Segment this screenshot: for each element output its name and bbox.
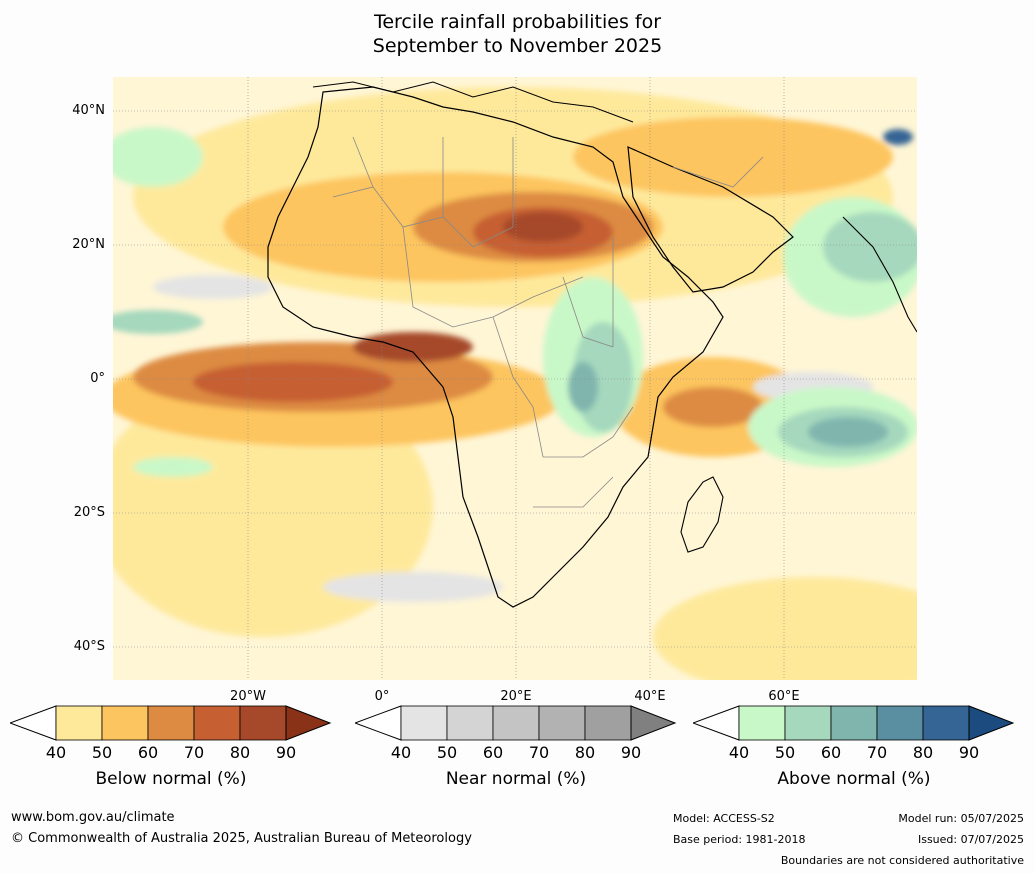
above-tick-80: 80 <box>912 743 934 762</box>
boundaries-disclaimer: Boundaries are not considered authoritat… <box>780 854 1024 867</box>
colorbar-near <box>355 705 677 741</box>
colorbar-below <box>10 705 332 741</box>
near-tick-80: 80 <box>574 743 596 762</box>
issued-date: Issued: 07/07/2025 <box>917 833 1024 846</box>
country-borders <box>332 136 764 508</box>
title-line-2: September to November 2025 <box>372 35 663 57</box>
below-tick-40: 40 <box>45 743 67 762</box>
title-line-1: Tercile rainfall probabilities for <box>373 11 662 33</box>
model-name: Model: ACCESS-S2 <box>673 812 775 825</box>
lat-label-40n: 40°N <box>72 103 105 118</box>
lon-label-20e: 20°E <box>500 689 532 704</box>
madagascar-coastline <box>680 476 724 553</box>
below-tick-90: 90 <box>275 743 297 762</box>
india-coastline <box>842 216 917 333</box>
above-tick-90: 90 <box>958 743 980 762</box>
model-run-date: Model run: 05/07/2025 <box>898 812 1024 825</box>
lat-label-0: 0° <box>90 371 105 386</box>
lat-label-40s: 40°S <box>73 639 105 654</box>
africa-coastline <box>267 86 724 608</box>
lon-label-40e: 40°E <box>634 689 666 704</box>
above-normal-title: Above normal (%) <box>777 769 931 789</box>
near-tick-40: 40 <box>390 743 412 762</box>
map-svg <box>113 77 917 680</box>
below-tick-50: 50 <box>91 743 113 762</box>
bom-url-link[interactable]: www.bom.gov.au/climate <box>11 810 175 825</box>
base-period: Base period: 1981-2018 <box>673 833 806 846</box>
below-tick-60: 60 <box>137 743 159 762</box>
below-normal-title: Below normal (%) <box>95 769 247 789</box>
near-tick-70: 70 <box>528 743 550 762</box>
lon-label-20w: 20°W <box>230 689 266 704</box>
above-tick-50: 50 <box>774 743 796 762</box>
near-normal-title: Near normal (%) <box>445 769 587 789</box>
lon-label-0: 0° <box>374 689 390 704</box>
lon-label-60e: 60°E <box>768 689 800 704</box>
graticule <box>113 77 917 680</box>
below-tick-80: 80 <box>229 743 251 762</box>
above-tick-40: 40 <box>728 743 750 762</box>
above-tick-60: 60 <box>820 743 842 762</box>
map-title: Tercile rainfall probabilities for Septe… <box>0 10 1035 58</box>
above-tick-70: 70 <box>866 743 888 762</box>
europe-coastline <box>312 81 634 123</box>
rainfall-probability-map <box>113 77 917 680</box>
near-tick-90: 90 <box>620 743 642 762</box>
lat-label-20s: 20°S <box>73 505 105 520</box>
colorbar-above <box>693 705 1015 741</box>
near-tick-60: 60 <box>482 743 504 762</box>
arabia-coastline <box>627 146 794 293</box>
near-tick-50: 50 <box>436 743 458 762</box>
lat-label-20n: 20°N <box>72 237 105 252</box>
copyright-text: © Commonwealth of Australia 2025, Austra… <box>11 831 472 846</box>
below-tick-70: 70 <box>183 743 205 762</box>
